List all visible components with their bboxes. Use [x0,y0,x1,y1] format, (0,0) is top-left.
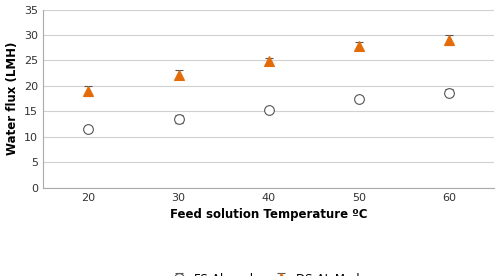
Legend: FS-Al mode, DS-AL Mode: FS-Al mode, DS-AL Mode [166,268,372,276]
Y-axis label: Water flux (LMH): Water flux (LMH) [6,42,18,155]
X-axis label: Feed solution Temperature ºC: Feed solution Temperature ºC [170,208,368,221]
